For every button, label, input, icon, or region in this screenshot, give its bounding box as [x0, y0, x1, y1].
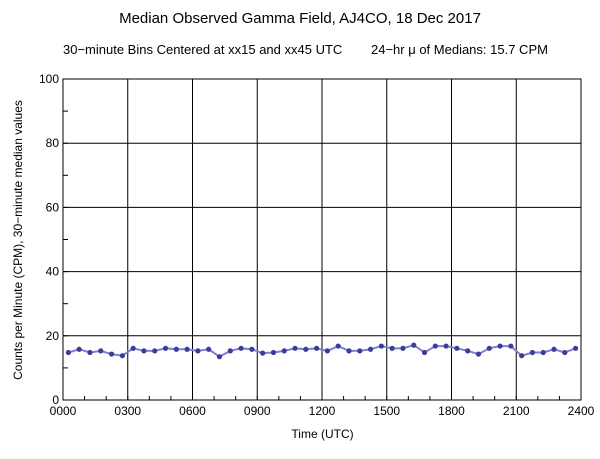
data-point [303, 346, 309, 352]
y-tick-label: 40 [46, 265, 60, 279]
data-point [152, 348, 158, 354]
data-point [540, 349, 546, 356]
data-point [551, 346, 557, 352]
data-point [400, 345, 406, 351]
data-point [529, 349, 536, 356]
data-point [432, 343, 438, 349]
x-tick-label: 1500 [373, 404, 400, 418]
y-tick-label: 60 [46, 200, 60, 214]
data-point [173, 346, 179, 352]
data-point [281, 348, 287, 354]
data-point [314, 345, 320, 351]
y-tick-label: 100 [39, 72, 59, 86]
x-tick-label: 0600 [179, 404, 206, 418]
x-tick-label: 1800 [438, 404, 465, 418]
x-tick-label: 1200 [309, 404, 336, 418]
x-tick-label: 0300 [114, 404, 141, 418]
data-point [367, 346, 374, 352]
data-point [260, 350, 266, 356]
data-point [206, 346, 212, 352]
data-point [454, 345, 460, 351]
data-point [108, 351, 115, 357]
data-point [87, 349, 93, 356]
data-point [119, 353, 125, 359]
data-point [389, 345, 395, 351]
y-tick-label: 80 [46, 136, 60, 150]
data-point [141, 348, 147, 354]
data-point [497, 343, 503, 349]
y-tick-label: 20 [46, 329, 60, 343]
data-point [357, 348, 363, 354]
data-point [162, 345, 169, 351]
data-point [335, 343, 341, 349]
data-point [486, 345, 492, 351]
data-point [65, 349, 71, 356]
data-point [378, 343, 384, 349]
data-point [238, 345, 244, 351]
data-point [562, 349, 568, 356]
data-point [421, 349, 428, 356]
data-point [98, 348, 104, 354]
data-point [227, 348, 233, 354]
x-axis-label: Time (UTC) [291, 427, 354, 441]
data-point [346, 348, 352, 354]
chart-title: Median Observed Gamma Field, AJ4CO, 18 D… [119, 10, 481, 27]
y-tick-label: 0 [52, 393, 59, 407]
data-point [76, 346, 82, 352]
data-point [184, 346, 190, 352]
data-point [519, 353, 525, 359]
chart-subtitle-mean: 24−hr μ of Medians: 15.7 CPM [371, 42, 548, 57]
x-tick-label: 2400 [568, 404, 595, 418]
data-point [292, 345, 298, 351]
data-point [270, 349, 277, 356]
x-tick-label: 0000 [50, 404, 77, 418]
data-point [249, 346, 255, 352]
x-tick-label: 2100 [503, 404, 530, 418]
data-point [324, 348, 330, 354]
chart-subtitle-bins: 30−minute Bins Centered at xx15 and xx45… [63, 42, 343, 57]
data-point [216, 354, 223, 360]
data-point [465, 348, 471, 354]
data-point [573, 345, 579, 351]
data-point [475, 351, 482, 357]
x-tick-label: 0900 [244, 404, 271, 418]
data-point [195, 348, 201, 354]
data-point [130, 345, 136, 351]
data-point [443, 343, 449, 349]
data-point [508, 343, 514, 349]
data-point [411, 342, 417, 348]
